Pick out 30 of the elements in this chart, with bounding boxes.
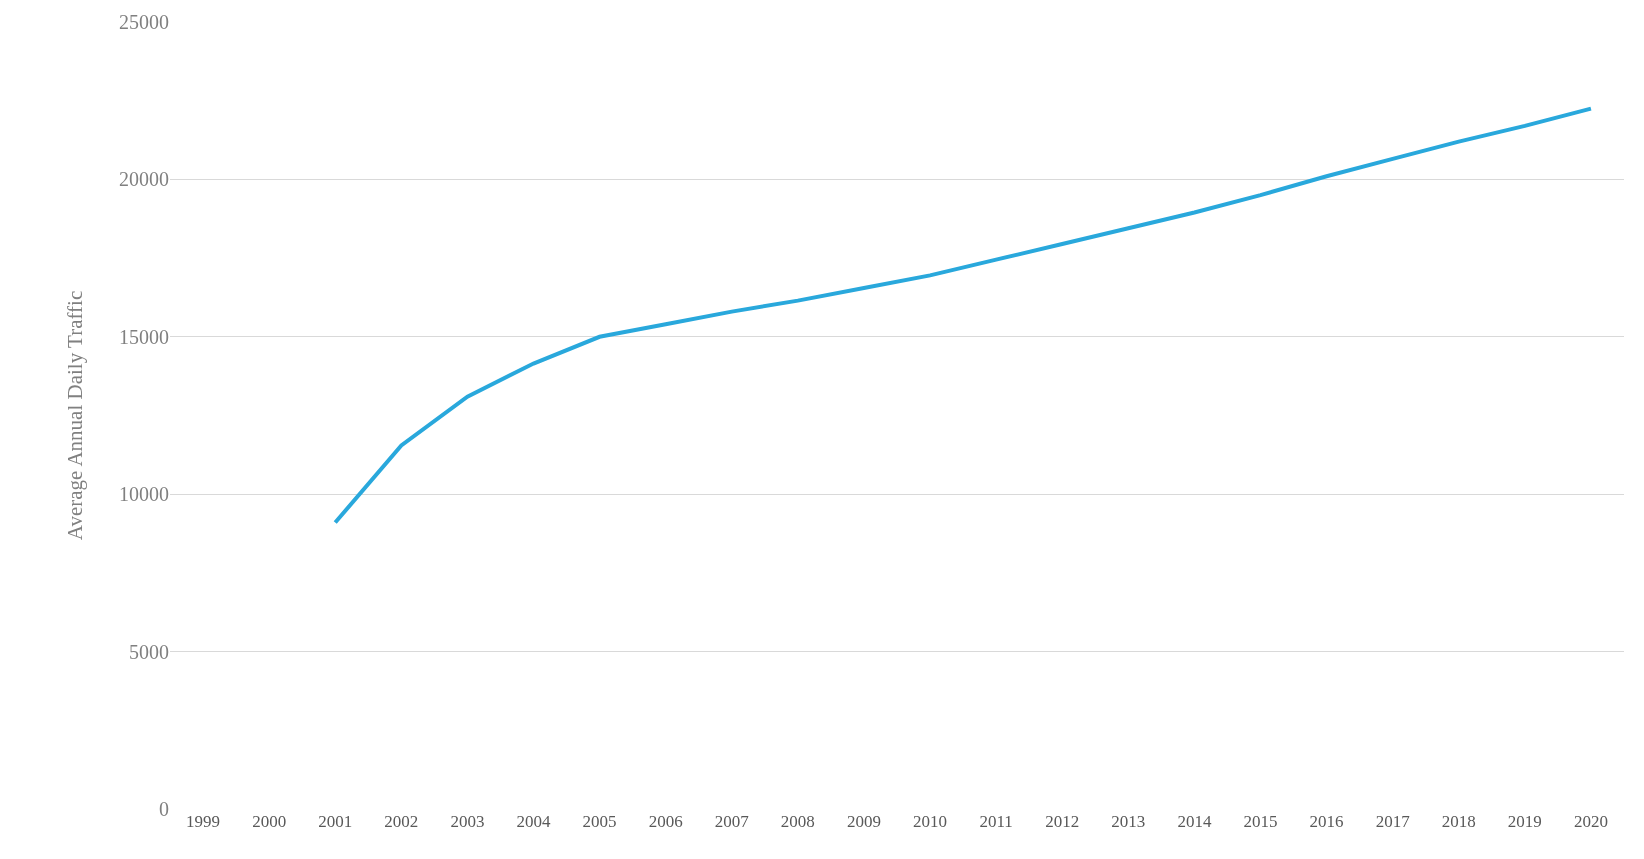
x-tick-label: 2000 (252, 812, 287, 831)
x-tick-label: 2004 (516, 812, 551, 831)
x-tick-label: 2012 (1045, 812, 1080, 831)
x-tick-label: 2002 (384, 812, 419, 831)
x-tick-label: 2014 (1177, 812, 1212, 831)
x-tick-label: 2001 (318, 812, 353, 831)
y-tick-label: 0 (159, 798, 169, 820)
y-tick-label: 10000 (119, 483, 169, 506)
y-tick-label: 25000 (119, 11, 169, 33)
x-tick-label: 2010 (913, 812, 948, 831)
x-tick-label: 2013 (1111, 812, 1146, 831)
x-tick-label: 2015 (1243, 812, 1278, 831)
y-tick-label: 5000 (129, 640, 169, 663)
y-tick-label: 15000 (119, 325, 169, 348)
y-tick-label: 20000 (119, 168, 169, 191)
y-axis-title: Average Annual Daily Traffic (63, 290, 88, 541)
x-tick-label: 2016 (1309, 812, 1344, 831)
x-tick-label: 2017 (1375, 812, 1411, 831)
line-series (333, 106, 1593, 525)
x-tick-label: 2006 (648, 812, 683, 831)
x-tick-label: 2008 (780, 812, 815, 831)
x-tick-label: 2009 (846, 812, 881, 831)
x-tick-label: 2020 (1573, 812, 1608, 831)
x-tick-label: 2019 (1507, 812, 1542, 831)
x-tick-label: 2005 (582, 812, 617, 831)
x-tick-label: 1999 (186, 812, 221, 831)
x-tick-label: 2003 (450, 812, 485, 831)
x-tick-label: 2011 (979, 812, 1013, 831)
x-tick-label: 2007 (714, 812, 750, 831)
x-tick-label: 2018 (1441, 812, 1476, 831)
